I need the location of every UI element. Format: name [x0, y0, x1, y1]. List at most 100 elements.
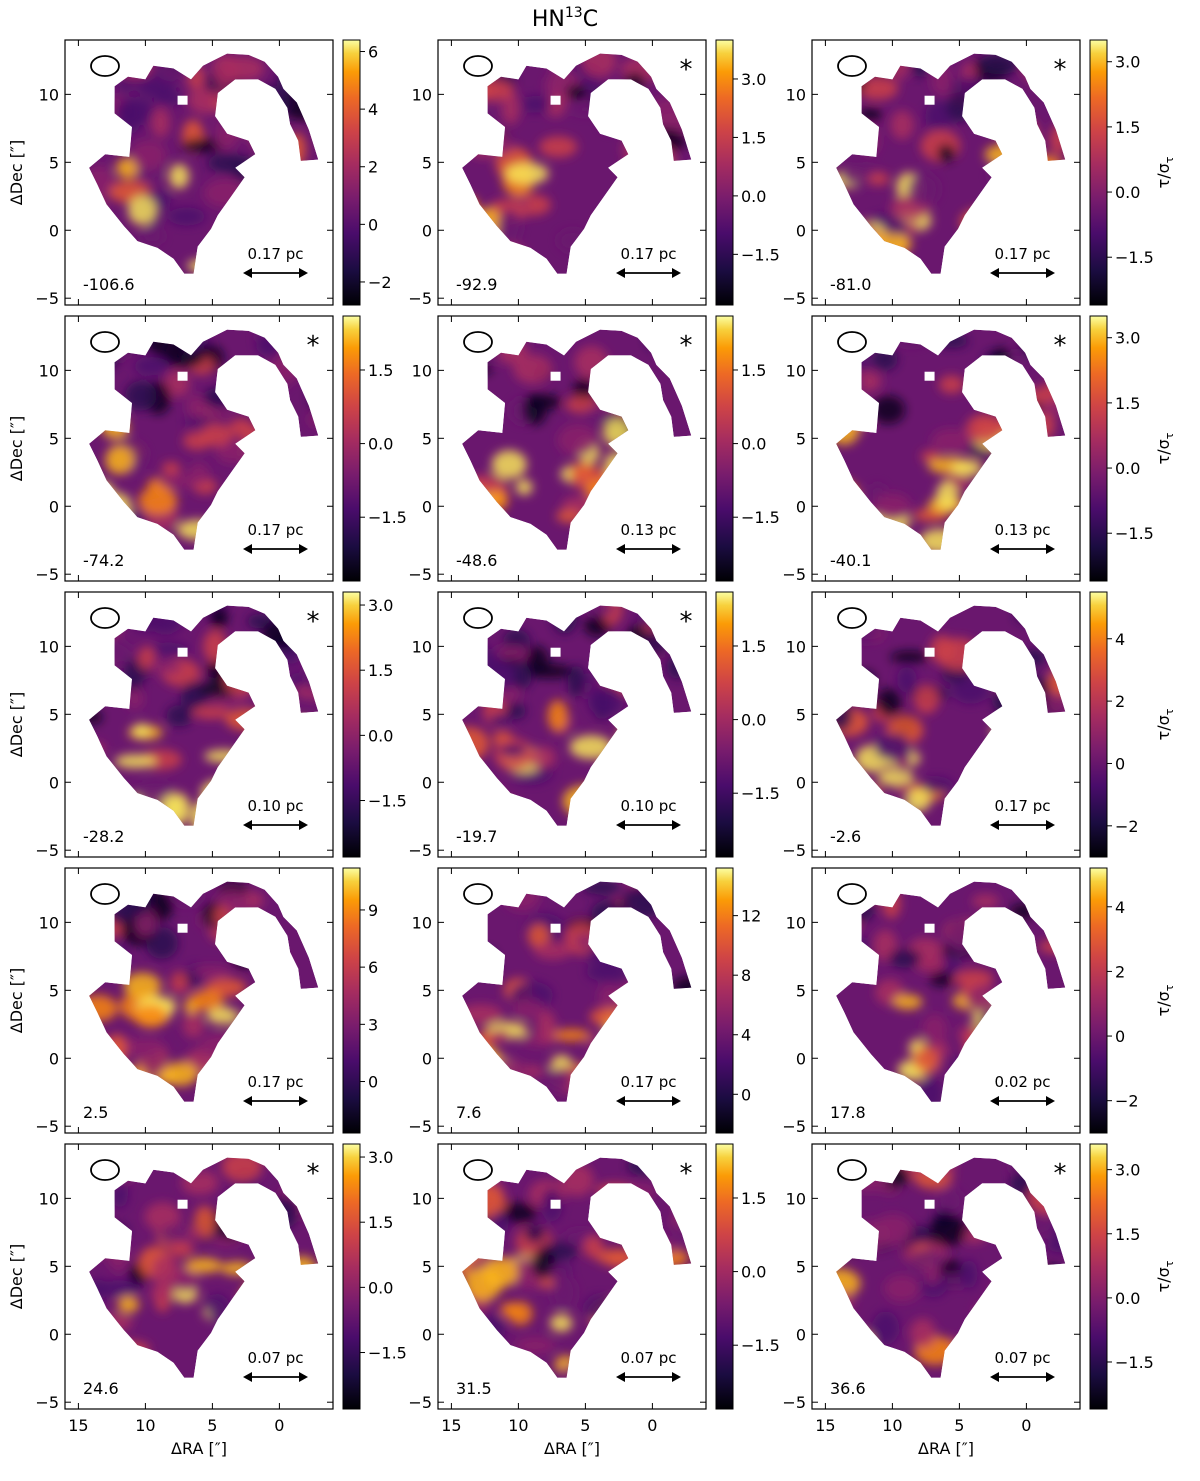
heatmap-blob: [978, 53, 1021, 75]
heatmap-blob: [231, 158, 266, 182]
heatmap-blob: [852, 937, 873, 959]
heatmap-blob: [595, 366, 639, 389]
heatmap-blob: [951, 459, 983, 477]
heatmap-blob: [1006, 741, 1045, 772]
heatmap-blob: [221, 56, 265, 82]
heatmap-blob: [836, 1193, 854, 1215]
heatmap-blob: [184, 1157, 206, 1175]
scale-bar-arrow-right: [299, 820, 308, 830]
colorbar-tick-label: −1.5: [368, 508, 407, 527]
y-tick-label: −5: [408, 289, 432, 308]
heatmap-blob: [89, 923, 107, 946]
heatmap-blob: [1002, 1054, 1021, 1073]
x-tick-label: 15: [815, 1416, 835, 1435]
heatmap-blob: [978, 1009, 1017, 1036]
heatmap-blob: [971, 506, 989, 526]
heatmap-blob: [462, 82, 493, 102]
heatmap-blob: [181, 1170, 219, 1195]
heatmap-blob: [116, 57, 154, 80]
heatmap-blob: [925, 605, 954, 616]
heatmap-blob: [570, 462, 597, 480]
colorbar-tick-label: 3.0: [1115, 1161, 1140, 1180]
heatmap-blob: [846, 370, 882, 393]
heatmap-blob: [1021, 53, 1052, 84]
heatmap-blob: [1031, 176, 1066, 192]
heatmap-blob: [490, 1029, 510, 1042]
colorbar: [715, 1143, 734, 1410]
heatmap-blob: [871, 347, 898, 371]
heatmap-blob: [675, 1026, 692, 1039]
heatmap-blob: [130, 610, 169, 632]
scale-bar-arrow-left: [990, 1096, 999, 1106]
heatmap-blob: [527, 329, 560, 342]
scale-bar-label: 0.02 pc: [995, 1073, 1051, 1091]
heatmap-blob: [624, 72, 645, 93]
heatmap-blob: [529, 746, 557, 769]
heatmap-blob: [874, 733, 912, 761]
heatmap-blob: [965, 413, 1005, 444]
colorbar-tick-label: −2: [1115, 817, 1139, 836]
heatmap-blob: [1045, 1239, 1066, 1253]
heatmap-blob: [290, 718, 315, 734]
heatmap-blob: [1021, 155, 1063, 175]
heatmap-blob: [889, 329, 934, 347]
heatmap-blob: [291, 1003, 319, 1034]
velocity-label: -81.0: [830, 275, 871, 294]
heatmap-blob: [499, 1202, 538, 1223]
heatmap-blob: [852, 792, 876, 825]
axes-frame: [437, 39, 707, 306]
heatmap-blob: [604, 452, 625, 480]
heatmap-blob: [276, 68, 314, 91]
heatmap-blob: [666, 654, 689, 679]
heatmap-blob: [565, 84, 588, 100]
heatmap-blob: [655, 1013, 686, 1045]
scale-bar-arrow-right: [1046, 544, 1055, 554]
y-tick-label: 5: [49, 1257, 59, 1276]
scale-bar-arrow-left: [990, 268, 999, 278]
heatmap-blob: [246, 1335, 278, 1349]
heatmap-blob: [677, 534, 692, 550]
heatmap-blob: [224, 665, 257, 696]
x-tick-label: 5: [954, 1416, 964, 1435]
colorbar: [1089, 591, 1108, 858]
heatmap-blob: [126, 1037, 166, 1059]
heatmap-blob: [580, 53, 617, 78]
heatmap-blob: [1027, 1268, 1053, 1290]
heatmap-blob: [993, 475, 1017, 492]
scale-bar-label: 0.17 pc: [621, 1073, 677, 1091]
heatmap-blob: [861, 54, 902, 75]
heatmap-blob: [245, 1036, 285, 1066]
heatmap-blob: [836, 1330, 874, 1353]
heatmap-blob: [225, 708, 269, 731]
heatmap-blob: [294, 684, 319, 699]
heatmap-blob: [255, 1302, 283, 1321]
colorbar-tick-label: 0.0: [1115, 459, 1140, 478]
heatmap-blob: [240, 389, 283, 404]
masked-pixel: [924, 923, 935, 933]
scale-bar-arrow-right: [672, 544, 681, 554]
heatmap-blob: [228, 418, 254, 438]
colorbar-tick-label: 0.0: [741, 187, 766, 206]
heatmap-blob: [502, 92, 520, 125]
heatmap-blob: [998, 177, 1038, 192]
y-tick-label: 5: [49, 981, 59, 1000]
heatmap-blob: [603, 418, 630, 447]
y-tick-label: 10: [786, 1189, 806, 1208]
heatmap-blob: [299, 204, 318, 235]
heatmap-blob: [1004, 1088, 1042, 1102]
heatmap-blob: [89, 165, 114, 198]
heatmap-blob: [244, 160, 274, 182]
colorbar-tick-label: 1.5: [741, 637, 766, 656]
heatmap-blob: [1042, 195, 1061, 223]
heatmap-blob: [836, 763, 849, 787]
heatmap-blob: [993, 1003, 1023, 1029]
heatmap-blob: [111, 1179, 129, 1209]
heatmap-blob: [860, 124, 880, 156]
star-marker: *: [307, 607, 320, 637]
heatmap-blob: [125, 688, 144, 710]
heatmap-blob: [850, 222, 875, 253]
y-tick-label: 0: [422, 1049, 432, 1068]
heatmap-blob: [609, 85, 641, 116]
y-tick-label: −5: [35, 1117, 59, 1136]
masked-pixel: [177, 95, 188, 105]
